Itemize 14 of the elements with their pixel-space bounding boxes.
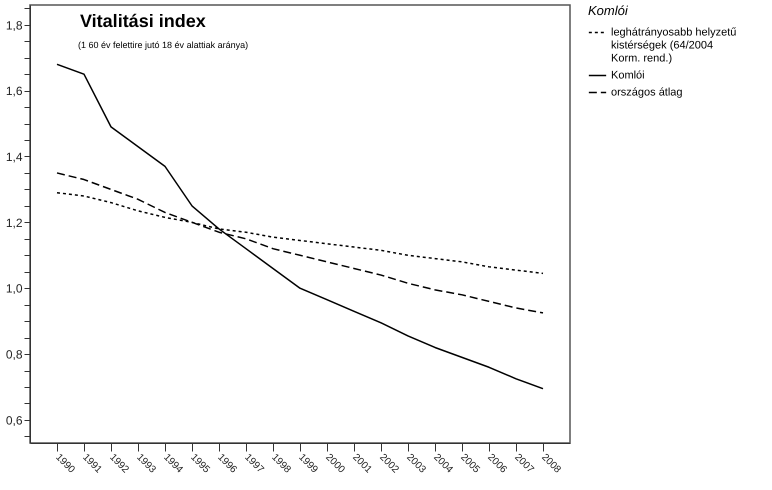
y-tick-label: 0,6 xyxy=(6,413,23,428)
legend-label: leghátrányosabb helyzetű kistérségek (64/2004 Korm. rend.) xyxy=(611,26,736,64)
y-tick-label: 1,0 xyxy=(6,282,23,296)
y-tick-label: 0,8 xyxy=(6,348,23,362)
y-tick-label: 1,8 xyxy=(6,18,23,32)
legend-label: Komlói xyxy=(611,70,645,82)
y-tick-label: 1,6 xyxy=(6,84,23,98)
text: (1 60 év felettire jutó 18 év alattiak aránya) xyxy=(78,40,248,50)
y-tick-label: 1,4 xyxy=(6,150,23,164)
y-tick-label: 1,2 xyxy=(6,216,23,230)
chart-title: Vitalitási index xyxy=(80,11,206,31)
legend-title: Komlói xyxy=(588,3,629,18)
line-series xyxy=(56,64,544,390)
legend-label: országos átlag xyxy=(611,86,683,98)
